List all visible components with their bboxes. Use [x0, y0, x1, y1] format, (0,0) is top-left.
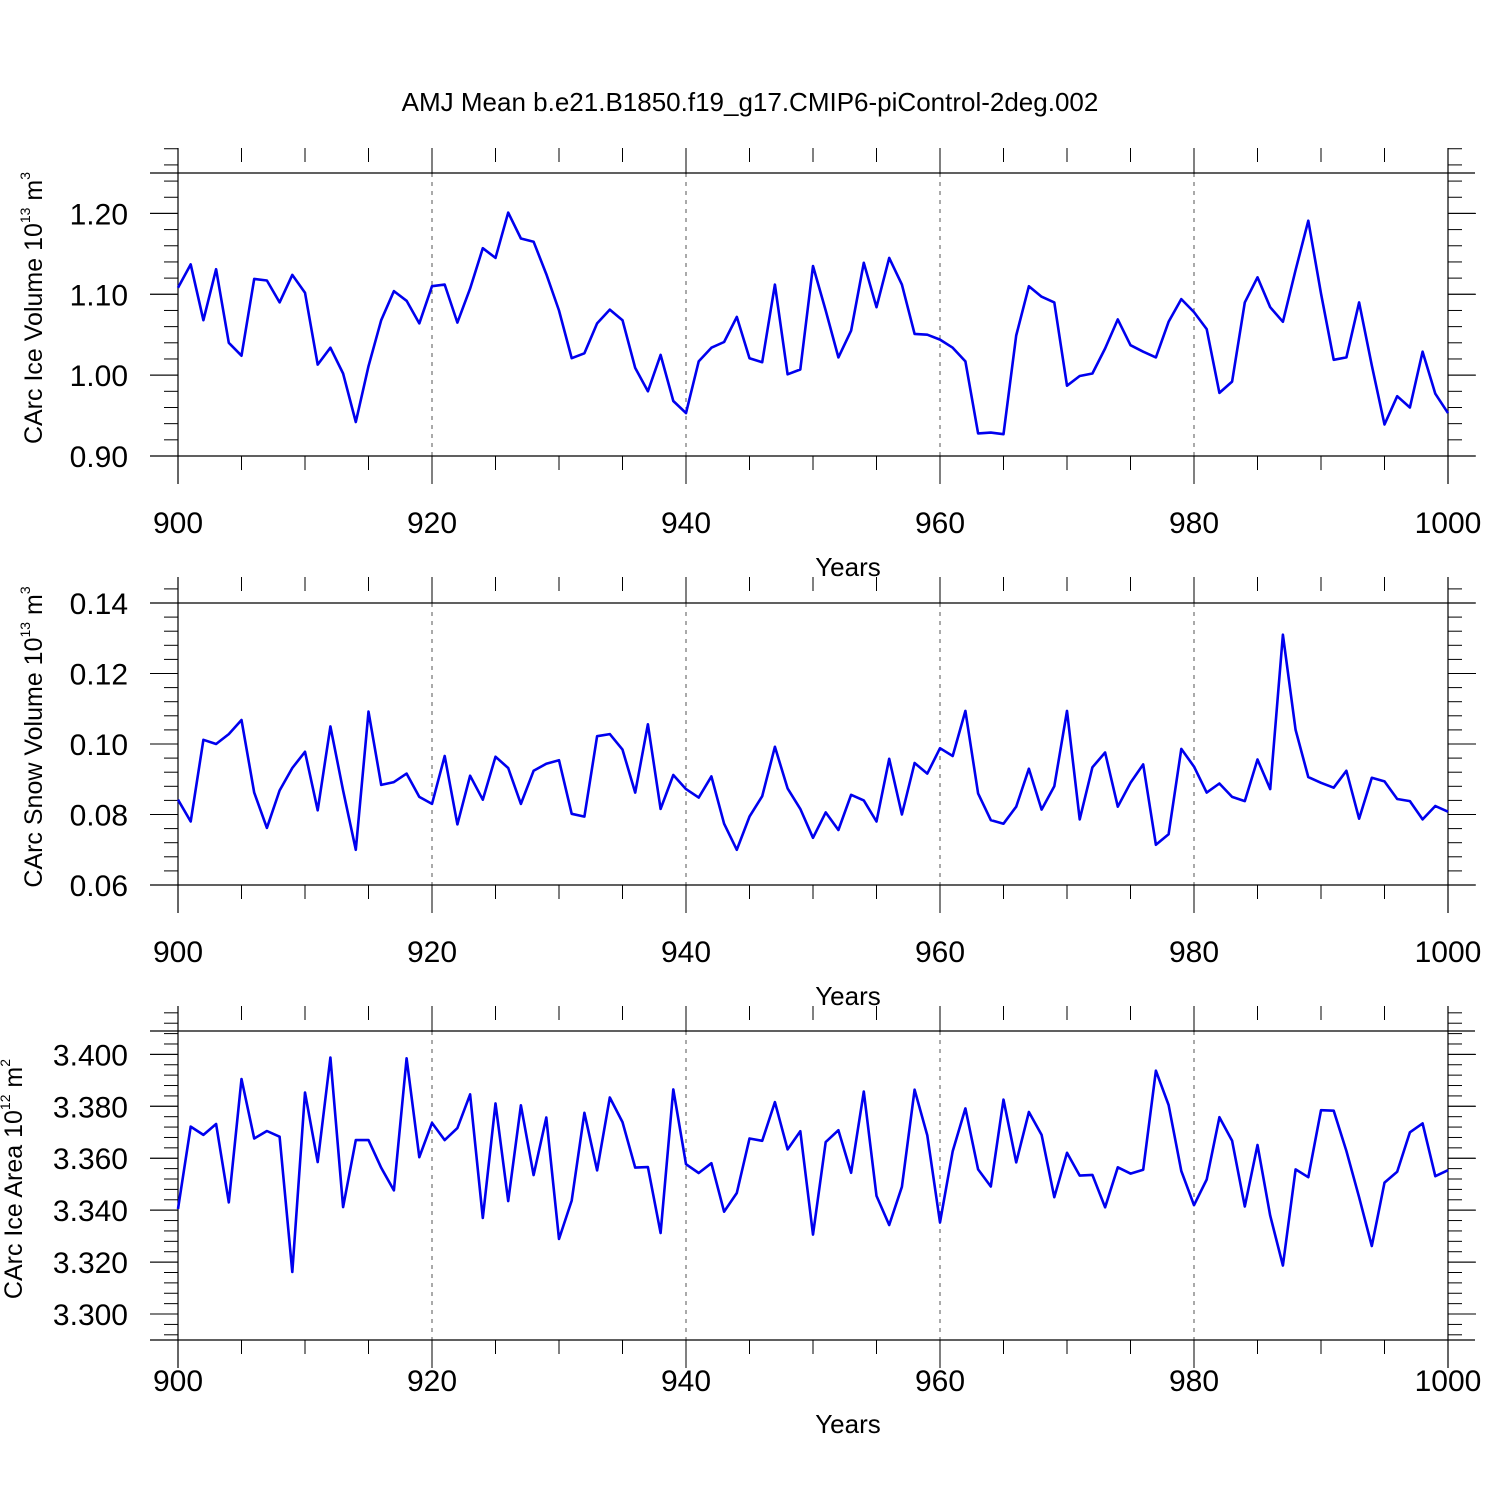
- y-tick-label: 1.10: [70, 279, 128, 312]
- x-tick-label: 920: [407, 507, 457, 540]
- y-tick-label: 1.00: [70, 360, 128, 393]
- x-axis-title: Years: [815, 981, 881, 1011]
- x-tick-label: 1000: [1415, 507, 1482, 540]
- x-tick-label: 980: [1169, 1365, 1219, 1398]
- chart-panel-1: 0.90 1.00 1.10 1.20 900 920 940 960 980 1000 Years…: [17, 148, 1481, 582]
- x-tick-label: 960: [915, 936, 965, 969]
- x-tick-label: 980: [1169, 507, 1219, 540]
- y-tick-label: 0.06: [70, 870, 128, 903]
- x-tick-label: 960: [915, 1365, 965, 1398]
- y-tick-label: 3.400: [53, 1039, 128, 1072]
- y-tick-label: 3.360: [53, 1143, 128, 1176]
- chart-panel-3: 3.300 3.320 3.340 3.360 3.380 3.400 900 920 940 9…: [0, 1006, 1481, 1439]
- y-axis-title: CArc Ice Volume 1013 m3: [17, 172, 48, 444]
- x-tick-label: 1000: [1415, 1365, 1482, 1398]
- x-tick-label: 1000: [1415, 936, 1482, 969]
- chart-panel-2: 0.06 0.08 0.10 0.12 0.14 900 920 940 960 980 1000 Y…: [17, 577, 1481, 1011]
- x-tick-label: 940: [661, 1365, 711, 1398]
- x-tick-label: 900: [153, 936, 203, 969]
- x-tick-label: 900: [153, 507, 203, 540]
- y-tick-label: 0.14: [70, 588, 128, 621]
- x-tick-label: 940: [661, 507, 711, 540]
- x-tick-label: 960: [915, 507, 965, 540]
- y-tick-label: 3.320: [53, 1247, 128, 1280]
- x-tick-label: 920: [407, 936, 457, 969]
- y-tick-label: 3.300: [53, 1299, 128, 1332]
- x-axis-title: Years: [815, 552, 881, 582]
- y-axis-title: CArc Snow Volume 1013 m3: [17, 586, 48, 887]
- y-tick-label: 0.12: [70, 659, 128, 692]
- panels: 0.90 1.00 1.10 1.20 900 920 940 960 980 1000 Years…: [0, 148, 1481, 1439]
- y-axis-title: CArc Ice Area 1012 m2: [0, 1059, 28, 1299]
- series-line-1: [176, 1056, 1449, 1274]
- series-line-1: [176, 211, 1450, 436]
- x-tick-label: 940: [661, 936, 711, 969]
- x-tick-label: 900: [153, 1365, 203, 1398]
- x-axis-title: Years: [815, 1409, 881, 1439]
- y-tick-label: 0.10: [70, 729, 128, 762]
- y-tick-label: 0.90: [70, 441, 128, 474]
- figure-title: AMJ Mean b.e21.B1850.f19_g17.CMIP6-piCon…: [402, 87, 1099, 117]
- series-line-1: [176, 633, 1449, 852]
- x-tick-label: 980: [1169, 936, 1219, 969]
- x-tick-label: 920: [407, 1365, 457, 1398]
- y-tick-label: 3.340: [53, 1195, 128, 1228]
- y-tick-label: 3.380: [53, 1091, 128, 1124]
- y-tick-label: 0.08: [70, 800, 128, 833]
- y-tick-label: 1.20: [70, 198, 128, 231]
